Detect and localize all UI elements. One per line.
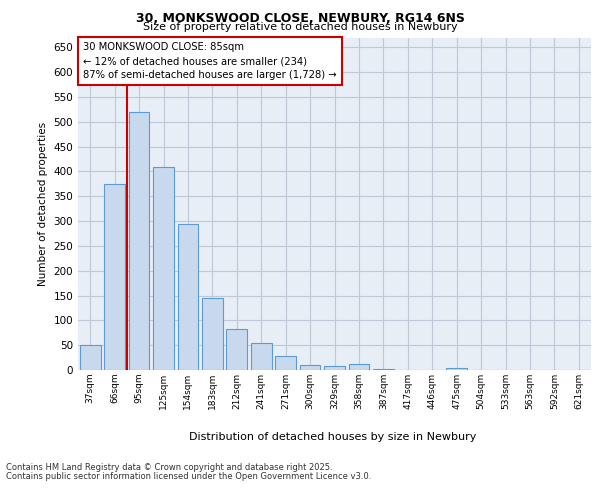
- Text: 30, MONKSWOOD CLOSE, NEWBURY, RG14 6NS: 30, MONKSWOOD CLOSE, NEWBURY, RG14 6NS: [136, 12, 464, 26]
- Bar: [251, 342, 272, 370]
- Bar: [349, 364, 370, 370]
- Bar: [446, 368, 467, 370]
- Bar: [226, 329, 247, 370]
- Bar: [324, 366, 345, 370]
- Bar: [80, 345, 101, 370]
- Bar: [128, 112, 149, 370]
- Bar: [202, 298, 223, 370]
- Bar: [299, 365, 320, 370]
- Y-axis label: Number of detached properties: Number of detached properties: [38, 122, 48, 286]
- Text: Contains public sector information licensed under the Open Government Licence v3: Contains public sector information licen…: [6, 472, 371, 481]
- Text: Distribution of detached houses by size in Newbury: Distribution of detached houses by size …: [190, 432, 476, 442]
- Text: Size of property relative to detached houses in Newbury: Size of property relative to detached ho…: [143, 22, 457, 32]
- Text: Contains HM Land Registry data © Crown copyright and database right 2025.: Contains HM Land Registry data © Crown c…: [6, 464, 332, 472]
- Bar: [275, 356, 296, 370]
- Bar: [373, 368, 394, 370]
- Bar: [178, 224, 199, 370]
- Bar: [153, 166, 174, 370]
- Bar: [104, 184, 125, 370]
- Text: 30 MONKSWOOD CLOSE: 85sqm
← 12% of detached houses are smaller (234)
87% of semi: 30 MONKSWOOD CLOSE: 85sqm ← 12% of detac…: [83, 42, 337, 80]
